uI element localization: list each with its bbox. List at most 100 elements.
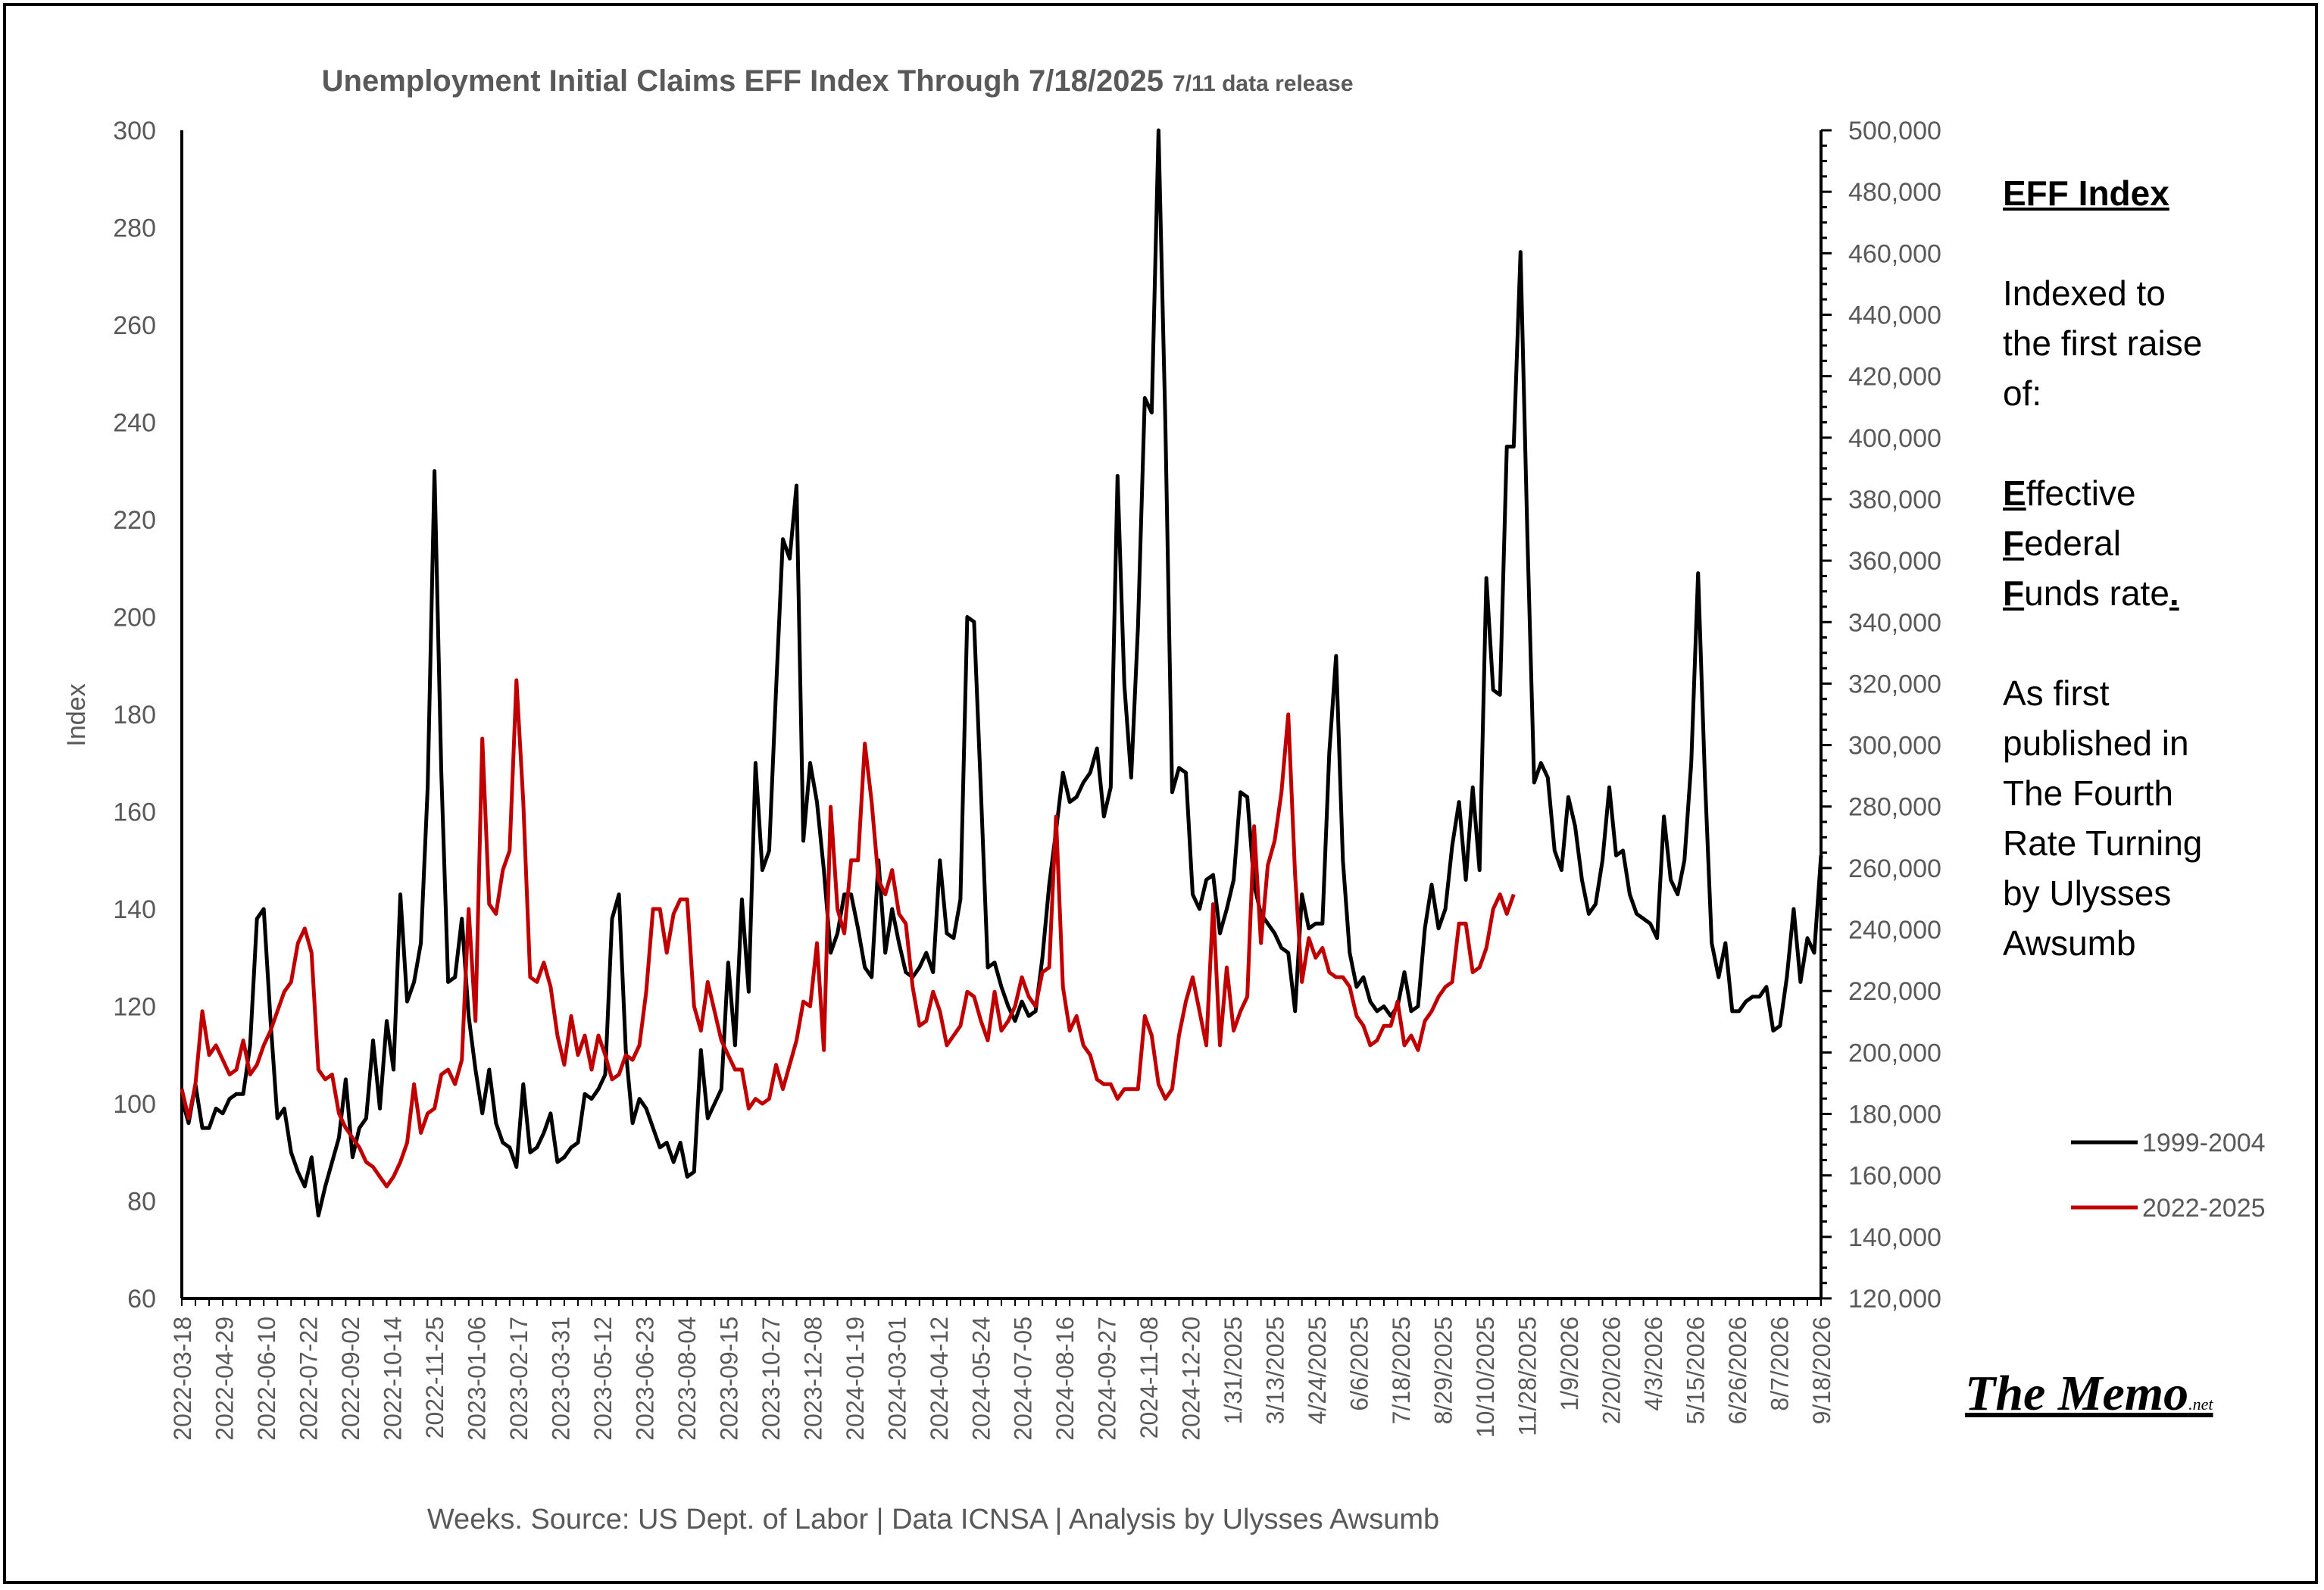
y2-tick-label: 120,000 [1848,1285,1941,1314]
note-line: published in [2003,723,2189,763]
note-word: unds rate [2024,573,2169,613]
x-tick-label: 2024-12-20 [1178,1317,1205,1441]
x-tick-label: 2024-01-19 [842,1317,869,1441]
y2-tick-label: 360,000 [1848,547,1941,576]
x-tick-label: 2023-05-12 [589,1317,617,1441]
y2-tick-label: 200,000 [1848,1039,1941,1067]
note-line: As first [2003,673,2110,713]
note-line: the first raise [2003,323,2203,363]
eff-index-note: EFF Index Indexed to the first raise of:… [2003,168,2291,1018]
legend-label: 2022-2025 [2142,1194,2266,1223]
x-tick-label: 2024-04-12 [926,1317,953,1441]
note-line: The Fourth [2003,773,2173,813]
x-axis-label: Weeks. Source: US Dept. of Labor | Data … [427,1504,1439,1535]
x-tick-label: 10/10/2025 [1472,1317,1499,1438]
the-memo-logo[interactable]: The Memo.net [1965,1365,2213,1423]
note-letter: F [2003,573,2025,613]
y2-tick-label: 240,000 [1848,916,1941,945]
x-tick-label: 2022-10-14 [379,1317,406,1441]
x-tick-label: 8/29/2025 [1430,1317,1457,1424]
y2-tick-label: 440,000 [1848,301,1941,330]
x-tick-label: 2/20/2026 [1598,1317,1626,1424]
x-tick-label: 8/7/2026 [1766,1317,1794,1411]
y2-tick-label: 500,000 [1848,117,1941,145]
x-tick-label: 2022-07-22 [295,1317,322,1441]
legend: 1999-2004 2022-2025 [2071,1129,2266,1223]
x-tick-label: 2024-11-08 [1135,1317,1163,1438]
y-tick-label: 300 [113,117,156,145]
y2-tick-label: 260,000 [1848,854,1941,883]
x-tick-label: 2022-11-25 [421,1317,448,1438]
y2-tick-label: 160,000 [1848,1162,1941,1191]
x-tick-label: 2023-12-08 [799,1317,826,1441]
y2-tick-label: 460,000 [1848,239,1941,268]
x-tick-label: 2022-09-02 [337,1317,364,1441]
chart-title: Unemployment Initial Claims EFF Index Th… [322,64,1164,98]
y-axis-label: Index [62,683,91,746]
x-tick-label: 2023-09-15 [715,1317,742,1441]
y2-tick-label: 400,000 [1848,424,1941,453]
y2-tick-label: 220,000 [1848,977,1941,1006]
x-tick-label: 4/3/2026 [1640,1317,1667,1411]
y2-tick-label: 480,000 [1848,178,1941,207]
x-tick-label: 2023-06-23 [631,1317,658,1441]
chart-title-suffix: 7/11 data release [1173,71,1354,96]
legend-label: 1999-2004 [2142,1129,2266,1157]
x-tick-label: 2024-03-01 [883,1317,911,1441]
logo-suffix: .net [2188,1395,2213,1414]
note-letter: E [2003,473,2026,513]
note-dot: . [2169,573,2179,613]
x-tick-label: 2023-08-04 [673,1317,701,1441]
y-tick-label: 60 [127,1285,156,1314]
y2-tick-label: 280,000 [1848,793,1941,822]
x-tick-label: 2023-03-31 [547,1317,574,1441]
note-letter: F [2003,523,2025,563]
note-word: ederal [2024,523,2121,563]
y-tick-label: 100 [113,1090,156,1119]
series-line-2022-2025 [180,678,1516,1189]
x-tick-label: 11/28/2025 [1514,1317,1542,1436]
y-tick-label: 240 [113,409,156,438]
x-tick-label: 6/26/2026 [1724,1317,1751,1424]
y-tick-label: 220 [113,506,156,535]
y2-tick-label: 180,000 [1848,1101,1941,1129]
y-tick-label: 120 [113,993,156,1022]
y-tick-label: 80 [127,1188,156,1217]
note-word: ffective [2026,473,2136,513]
note-line: by Ulysses [2003,873,2172,913]
x-tick-label: 6/6/2025 [1346,1317,1373,1411]
y2-tick-label: 140,000 [1848,1223,1941,1252]
x-tick-label: 2023-01-06 [463,1317,490,1441]
x-tick-label: 5/15/2026 [1682,1317,1710,1424]
series-line-1999-2004 [180,128,1823,1218]
y-tick-label: 160 [113,798,156,827]
note-line: Awsumb [2003,923,2136,963]
x-tick-label: 2022-06-10 [253,1317,280,1441]
y-tick-label: 280 [113,214,156,243]
x-tick-label: 9/18/2026 [1808,1317,1835,1424]
x-tick-label: 2024-05-24 [967,1317,995,1441]
note-line: Indexed to [2003,273,2166,313]
y2-tick-label: 380,000 [1848,486,1941,514]
y-tick-label: 200 [113,604,156,633]
x-tick-label: 4/24/2025 [1304,1317,1331,1424]
x-tick-label: 2022-04-29 [211,1317,238,1441]
y2-tick-label: 320,000 [1848,670,1941,698]
note-line: of: [2003,373,2042,413]
note-heading: EFF Index [2003,173,2169,213]
x-tick-label: 2022-03-18 [169,1317,196,1441]
x-tick-label: 2024-08-16 [1051,1317,1079,1441]
x-tick-label: 1/31/2025 [1220,1317,1247,1424]
x-tick-label: 2023-02-17 [505,1317,533,1441]
x-tick-label: 3/13/2025 [1262,1317,1289,1424]
y2-tick-label: 340,000 [1848,608,1941,637]
x-tick-label: 2024-07-05 [1010,1317,1037,1441]
x-tick-label: 2023-10-27 [757,1317,785,1441]
y-tick-label: 140 [113,895,156,924]
x-tick-label: 7/18/2025 [1388,1317,1415,1424]
y2-tick-label: 300,000 [1848,732,1941,761]
x-tick-label: 1/9/2026 [1556,1317,1583,1411]
note-line: Rate Turning [2003,823,2203,863]
y-tick-label: 260 [113,311,156,340]
